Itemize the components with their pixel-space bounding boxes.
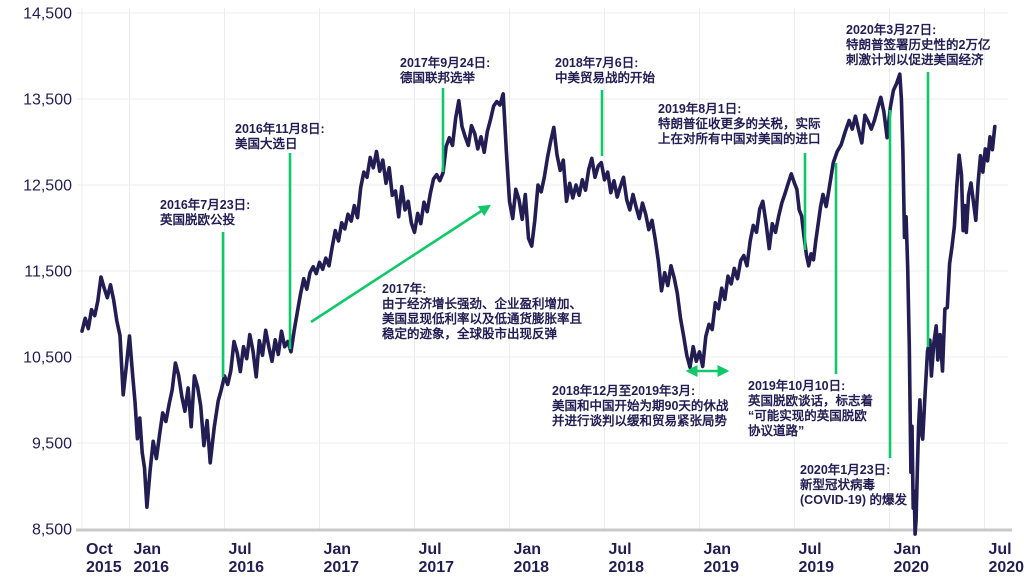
annotation-text-german-federal-election: 2017年9月24日:德国联邦选举 xyxy=(400,55,490,85)
annotation-text-brexit-referendum: 2016年7月23日:英国脱欧公投 xyxy=(160,197,250,227)
x-tick-label: Jul 2016 xyxy=(228,541,264,576)
annotation-text-us-stimulus: 2020年3月27日:特朗普签署历史性的2万亿刺激计划以促进美国经济 xyxy=(845,22,990,67)
y-tick-label: 12,500 xyxy=(23,178,72,195)
x-tick-label: Jan 2016 xyxy=(133,541,169,576)
annotation-text-trade-truce: 2018年12月至2019年3月:美国和中国开始为期90天的休战并进行谈判以缓和… xyxy=(552,383,729,428)
y-tick-label: 11,500 xyxy=(24,264,72,281)
x-tick-label: Jan 2020 xyxy=(893,541,929,576)
annotation-text-covid-outbreak: 2020年1月23日:新型冠状病毒(COVID-19) 的爆发 xyxy=(800,462,907,507)
annotation-text-brexit-talks: 2019年10月10日:英国脱欧谈话，标志着“可能实现的英国脱欧协议道路” xyxy=(748,378,873,438)
annotation-text-trade-war-start: 2018年7月6日:中美贸易战的开始 xyxy=(555,55,656,85)
annotation-text-us-election: 2016年11月8日:美国大选日 xyxy=(235,121,325,151)
price-line xyxy=(80,72,997,536)
y-tick-label: 9,500 xyxy=(32,436,72,453)
x-tick-label: Jul 2018 xyxy=(608,541,644,576)
x-tick-label: Jul 2020 xyxy=(988,541,1024,576)
x-tick-label: Jan 2018 xyxy=(513,541,549,576)
annotation-text-rally-2017: 2017年:由于经济增长强劲、企业盈利增加、美国显现低利率以及低通货膨胀率且稳定… xyxy=(382,281,583,341)
y-tick-label: 8,500 xyxy=(32,522,72,539)
x-tick-label: Jul 2019 xyxy=(798,541,834,576)
annotation-text-tariffs-aug-2019: 2019年8月1日:特朗普征收更多的关税，实际上在对所有中国对美国的进口 xyxy=(658,101,821,146)
x-tick-label: Jan 2019 xyxy=(703,541,739,576)
y-tick-label: 13,500 xyxy=(23,92,72,109)
annotation-arrow-rally-2017 xyxy=(310,204,492,324)
x-tick-label: Oct 2015 xyxy=(86,541,122,576)
x-tick-label: Jan 2017 xyxy=(323,541,359,576)
y-tick-label: 14,500 xyxy=(23,6,72,23)
x-tick-label: Jul 2017 xyxy=(418,541,454,576)
y-tick-label: 10,500 xyxy=(23,350,72,367)
